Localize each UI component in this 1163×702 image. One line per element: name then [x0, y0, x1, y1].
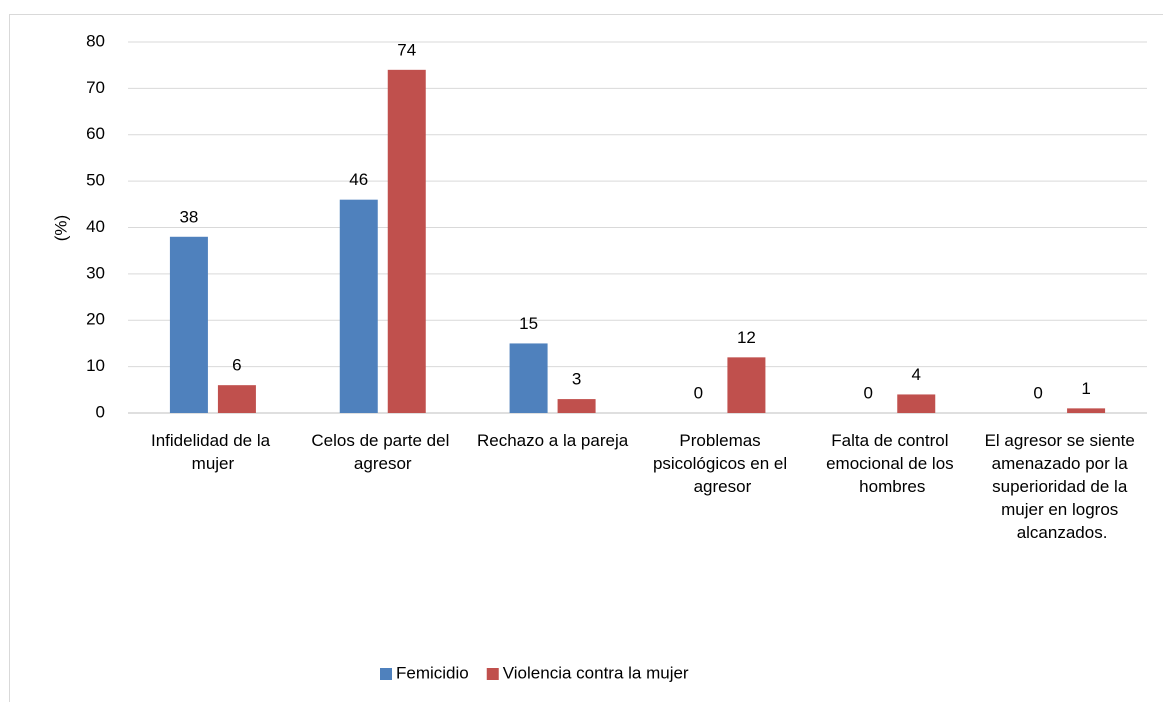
y-tick-label: 20	[86, 310, 105, 329]
y-tick-label: 80	[86, 31, 105, 50]
y-tick-label: 30	[86, 263, 105, 282]
y-tick-label: 60	[86, 124, 105, 143]
data-label: 46	[349, 170, 368, 189]
data-label: 0	[1033, 383, 1042, 402]
bar	[897, 394, 936, 413]
x-tick-label: Falta de control emocional de los hombre…	[826, 431, 958, 496]
x-tick-label: Problemas psicológicos en el agresor	[653, 431, 792, 496]
y-tick-label: 40	[86, 217, 105, 236]
legend-label: Violencia contra la mujer	[503, 663, 689, 682]
data-label: 3	[572, 370, 581, 389]
chart-frame	[9, 14, 1163, 702]
y-tick-label: 50	[86, 171, 105, 190]
data-label: 1	[1081, 379, 1090, 398]
data-label: 4	[912, 365, 921, 384]
x-tick-label: Celos de parte del agresor	[311, 431, 454, 473]
bar	[557, 399, 596, 413]
data-label: 15	[519, 314, 538, 333]
y-tick-label: 10	[86, 356, 105, 375]
y-axis-label: (%)	[51, 215, 70, 241]
data-label: 38	[179, 207, 198, 226]
bar	[169, 236, 208, 413]
data-label: 0	[864, 383, 873, 402]
legend-swatch	[380, 668, 392, 680]
legend-label: Femicidio	[396, 663, 469, 682]
y-tick-label: 70	[86, 78, 105, 97]
bar	[387, 69, 426, 413]
legend-swatch	[486, 668, 499, 680]
bar	[509, 343, 548, 413]
x-tick-label: Infidelidad de la mujer	[151, 431, 275, 473]
data-label: 74	[397, 40, 416, 59]
bar	[727, 357, 766, 413]
x-tick-label: El agresor se siente amenazado por la su…	[985, 431, 1140, 542]
bar	[217, 385, 256, 413]
data-label: 0	[694, 383, 703, 402]
bar	[1067, 408, 1106, 413]
x-tick-label: Rechazo a la pareja	[477, 431, 629, 450]
data-label: 6	[232, 356, 241, 375]
data-label: 12	[737, 328, 756, 347]
y-tick-label: 0	[96, 402, 105, 421]
bar	[339, 199, 378, 413]
